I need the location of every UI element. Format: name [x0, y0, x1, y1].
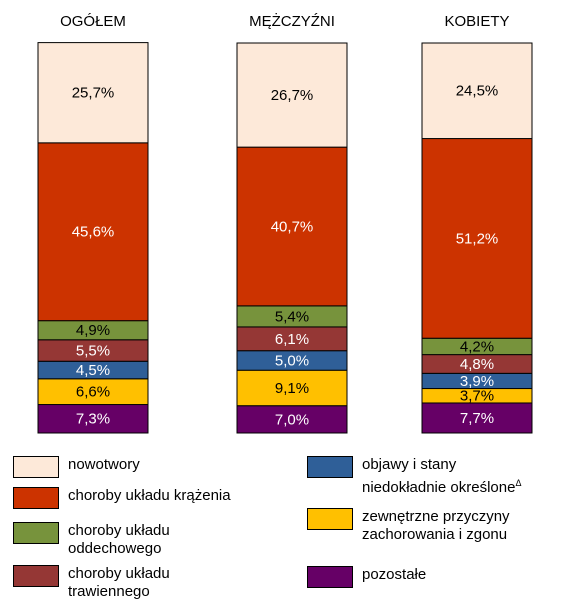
bar-segment [236, 146, 348, 307]
bar-segment [236, 42, 348, 148]
value-label: 24,5% [456, 83, 499, 100]
value-label: 4,8% [460, 356, 494, 373]
legend-item: pozostałe [307, 566, 537, 588]
category-label: MĘŻCZYŹNI [249, 12, 335, 30]
value-label: 7,0% [275, 411, 309, 428]
bar-segment [37, 404, 149, 434]
legend-text: pozostałe [362, 566, 537, 584]
category-label: OGÓŁEM [60, 13, 126, 30]
bar-segment [421, 402, 533, 434]
value-label: 6,1% [275, 331, 309, 348]
legend-item: zewnętrzne przyczyny zachorowania i zgon… [307, 508, 537, 544]
category-label: KOBIETY [444, 13, 509, 30]
value-label: 5,5% [76, 342, 110, 359]
legend-swatch [307, 456, 353, 478]
value-label: 26,7% [271, 87, 314, 104]
legend-label: nowotwory [68, 456, 140, 473]
bar-segment [421, 42, 533, 140]
legend-label: pozostałe [362, 566, 427, 583]
value-label: 4,9% [76, 322, 110, 339]
legend-label: objawy i stany niedokładnie określone [362, 456, 516, 496]
value-label: 5,4% [275, 308, 309, 325]
plot: OGÓŁEM 7,3% 6,6% 4,5% 5,5% 4,9% 45,6% 25,7% MĘŻC… [37, 12, 533, 434]
legend-label: zewnętrzne przyczyny zachorowania i zgon… [362, 508, 510, 543]
legend-swatch [13, 456, 59, 478]
legend-swatch [13, 487, 59, 509]
legend-item: choroby układu trawiennego [13, 565, 208, 601]
legend-item: choroby układu oddechowego [13, 522, 208, 558]
legend-label: choroby układu trawiennego [68, 565, 170, 600]
legend-swatch [307, 566, 353, 588]
legend-superscript: Δ [515, 478, 522, 488]
bar-segment [37, 378, 149, 406]
bar-segment [37, 142, 149, 322]
value-label: 3,7% [460, 388, 494, 405]
value-label: 4,2% [460, 338, 494, 355]
value-label: 7,3% [76, 411, 110, 428]
legend-swatch [13, 565, 59, 587]
value-label: 3,9% [460, 373, 494, 390]
legend-text: choroby układu oddechowego [68, 522, 208, 558]
legend-item: nowotwory [13, 456, 288, 478]
value-label: 40,7% [271, 218, 314, 235]
value-label: 4,5% [76, 362, 110, 379]
legend-text: choroby układu trawiennego [68, 565, 208, 601]
value-label: 7,7% [460, 410, 494, 427]
legend-item: objawy i stany niedokładnie określoneΔ [307, 456, 537, 497]
legend-swatch [13, 522, 59, 544]
legend-text: zewnętrzne przyczyny zachorowania i zgon… [362, 508, 537, 544]
bar-segment [37, 42, 149, 144]
legend-swatch [307, 508, 353, 530]
value-label: 51,2% [456, 230, 499, 247]
value-label: 25,7% [72, 85, 115, 102]
legend-text: choroby układu krążenia [68, 487, 288, 505]
legend-text: objawy i stany niedokładnie określoneΔ [362, 456, 537, 497]
legend-text: nowotwory [68, 456, 288, 474]
value-label: 5,0% [275, 352, 309, 369]
legend-item: choroby układu krążenia [13, 487, 288, 509]
bar-segment [236, 369, 348, 407]
legend-label: choroby układu krążenia [68, 487, 231, 504]
value-label: 9,1% [275, 380, 309, 397]
value-label: 6,6% [76, 384, 110, 401]
bar-segment [421, 138, 533, 339]
legend-label: choroby układu oddechowego [68, 522, 170, 557]
value-label: 45,6% [72, 224, 115, 241]
